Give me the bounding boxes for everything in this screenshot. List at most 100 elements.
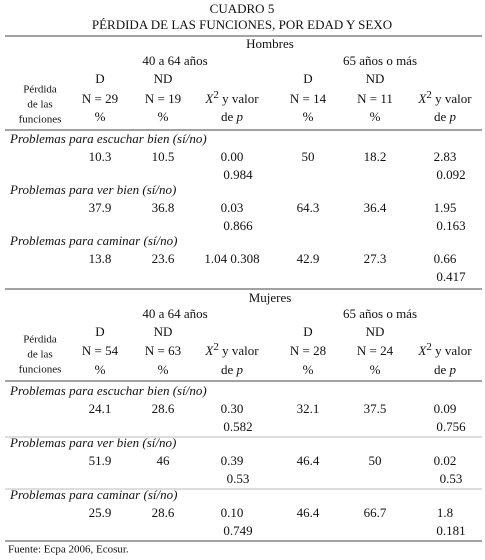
column-header: ND [154, 71, 173, 86]
chi-symbol: X [417, 91, 427, 106]
column-header: N = 28 [290, 343, 326, 358]
cell-value: 23.6 [152, 251, 175, 266]
chi-exponent: 2 [213, 89, 219, 101]
table-number: CUADRO 5 [210, 1, 275, 16]
p-symbol: p [449, 109, 457, 124]
row-header: Pérdida [23, 84, 57, 96]
p-symbol: p [236, 109, 244, 124]
cell-value: 18.2 [364, 149, 387, 164]
row-label: Problemas para ver bien (sí/no) [9, 182, 176, 197]
column-header: D [303, 71, 312, 86]
p-value: 0.53 [440, 471, 463, 486]
column-header: N = 29 [82, 91, 118, 106]
cell-value: 0.00 [221, 149, 244, 164]
p-symbol: p [236, 362, 244, 377]
cell-value: 36.4 [364, 200, 387, 215]
cell-value: 27.3 [364, 251, 387, 266]
cell-value: 32.1 [297, 401, 320, 416]
cell-value: 28.6 [152, 401, 175, 416]
cell-value: 0.10 [221, 505, 244, 520]
row-label: Problemas para ver bien (sí/no) [9, 435, 176, 450]
chi-symbol: X [204, 91, 214, 106]
cell-value: 10.5 [152, 149, 175, 164]
cell-value: 42.9 [297, 251, 320, 266]
p-value: 0.181 [436, 523, 465, 538]
cell-value: 37.5 [364, 401, 387, 416]
cell-value: 51.9 [89, 453, 112, 468]
column-header: % [370, 362, 381, 377]
chi-symbol: X [417, 343, 427, 358]
cell-value: 64.3 [297, 200, 320, 215]
row-header: Pérdida [23, 334, 57, 346]
column-header: N = 19 [145, 91, 181, 106]
p-value: 0.866 [223, 218, 253, 233]
test-header: de p [221, 109, 244, 124]
cell-value: 0.66 [434, 251, 457, 266]
row-header: de las [27, 349, 52, 361]
table-title: PÉRDIDA DE LAS FUNCIONES, POR EDAD Y SEX… [92, 17, 392, 32]
chi-exponent: 2 [213, 341, 219, 353]
column-header: % [95, 362, 106, 377]
cell-value: 46.4 [297, 453, 320, 468]
column-header: % [370, 109, 381, 124]
column-header: ND [366, 71, 385, 86]
column-header: N = 14 [290, 91, 327, 106]
test-header-text: de [434, 109, 450, 124]
cell-value: 37.9 [89, 200, 112, 215]
test-header-text: de [221, 109, 237, 124]
row-label: Problemas para caminar (sí/no) [9, 487, 177, 502]
cell-value: 0.02 [434, 453, 457, 468]
test-header: de p [221, 362, 244, 377]
p-value: 0.53 [227, 471, 250, 486]
column-header: % [158, 109, 169, 124]
column-header: N = 11 [357, 91, 393, 106]
cell-value: 46 [157, 453, 171, 468]
chi-symbol: X [204, 343, 214, 358]
p-value: 0.092 [436, 167, 465, 182]
age-group: 40 a 64 años [142, 306, 207, 321]
chi-exponent: 2 [426, 341, 432, 353]
p-value: 0.749 [223, 523, 252, 538]
cell-value: 0.39 [221, 453, 244, 468]
cell-value: 50 [369, 453, 382, 468]
test-header-text: de [221, 362, 237, 377]
column-header: D [95, 71, 104, 86]
cell-value: 10.3 [89, 149, 112, 164]
test-header-text: y valor [219, 343, 259, 358]
age-group: 40 a 64 años [142, 53, 207, 68]
column-header: ND [154, 324, 173, 339]
test-header: de p [434, 362, 457, 377]
cell-value: 13.8 [89, 251, 112, 266]
cell-value: 1.95 [434, 200, 457, 215]
cell-value: 46.4 [297, 505, 320, 520]
sex-heading: Hombres [246, 36, 294, 51]
test-header: X2 y valor [204, 89, 259, 106]
cell-value: 50 [302, 149, 315, 164]
cell-value: 24.1 [89, 401, 112, 416]
test-header: X2 y valor [417, 89, 472, 106]
cell-value: 1.04 0.308 [204, 251, 259, 266]
sex-heading: Mujeres [249, 290, 292, 305]
column-header: D [303, 324, 312, 339]
p-value: 0.984 [223, 167, 253, 182]
cell-value: 0.30 [221, 401, 244, 416]
p-value: 0.163 [436, 218, 465, 233]
cell-value: 1.8 [437, 505, 453, 520]
cell-value: 0.09 [434, 401, 457, 416]
column-header: N = 24 [357, 343, 394, 358]
column-header: D [95, 324, 104, 339]
test-header-text: y valor [219, 91, 259, 106]
column-header: % [95, 109, 106, 124]
column-header: % [158, 362, 169, 377]
cell-value: 66.7 [364, 505, 387, 520]
test-header: de p [434, 109, 457, 124]
row-label: Problemas para escuchar bien (sí/no) [9, 131, 207, 146]
cell-value: 0.03 [221, 200, 244, 215]
test-header: X2 y valor [204, 341, 259, 358]
age-group: 65 años o más [343, 53, 417, 68]
cell-value: 2.83 [434, 149, 457, 164]
column-header: N = 54 [82, 343, 119, 358]
row-header: funciones [19, 364, 62, 376]
cell-value: 25.9 [89, 505, 112, 520]
